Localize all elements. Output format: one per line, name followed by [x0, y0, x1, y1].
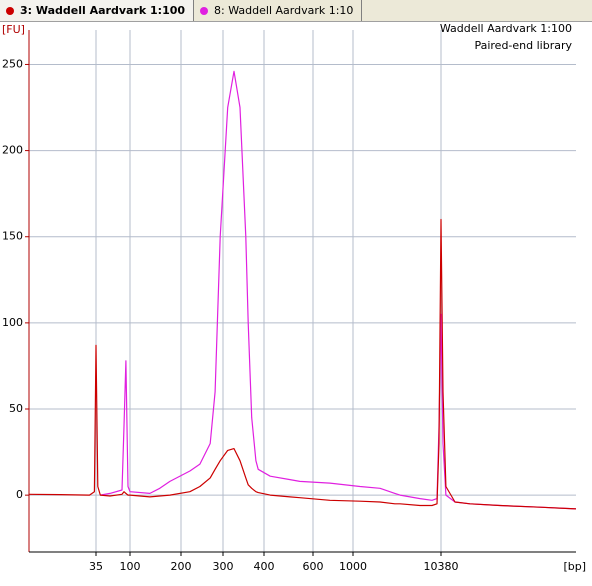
x-tick-label: 300 — [213, 560, 234, 573]
data-line — [28, 218, 577, 510]
legend-tab[interactable]: 8: Waddell Aardvark 1:10 — [194, 0, 363, 21]
background — [576, 22, 592, 586]
legend-swatch — [6, 6, 14, 15]
y-tick-label: 50 — [9, 402, 23, 415]
x-tick-label: 400 — [254, 560, 275, 573]
legend-label: 8: Waddell Aardvark 1:10 — [214, 4, 354, 17]
x-tick-label: 1000 — [339, 560, 367, 573]
x-tick-label: 200 — [171, 560, 192, 573]
y-tick-label: 150 — [2, 230, 23, 243]
legend-swatch — [200, 6, 209, 15]
legend-tab[interactable]: 3: Waddell Aardvark 1:100 — [0, 0, 195, 21]
x-tick-label: 10380 — [424, 560, 459, 573]
annotation: Paired-end library — [474, 39, 572, 52]
x-axis-label: [bp] — [563, 560, 586, 573]
x-tick-label: 35 — [89, 560, 103, 573]
y-tick-label: 250 — [2, 57, 23, 70]
data-line — [100, 70, 577, 510]
legend-tabs: 3: Waddell Aardvark 1:100 8: Waddell Aar… — [0, 0, 592, 22]
annotation: Waddell Aardvark 1:100 — [440, 22, 572, 35]
y-tick-label: 200 — [2, 144, 23, 157]
x-tick-label: 600 — [303, 560, 324, 573]
legend-label: 3: Waddell Aardvark 1:100 — [20, 4, 186, 17]
y-tick-label: 0 — [16, 488, 23, 501]
y-tick-label: 100 — [2, 316, 23, 329]
y-axis-label: [FU] — [2, 23, 25, 36]
x-tick-label: 100 — [120, 560, 141, 573]
